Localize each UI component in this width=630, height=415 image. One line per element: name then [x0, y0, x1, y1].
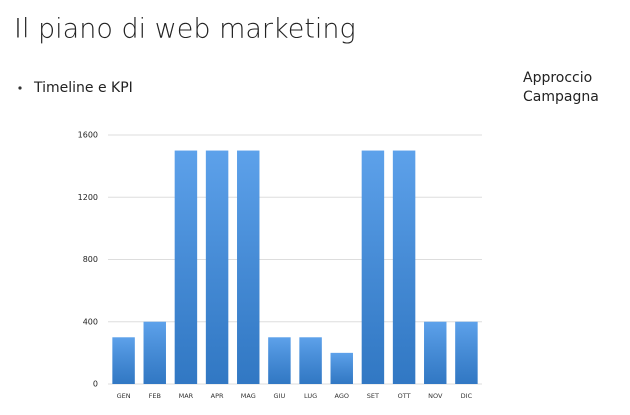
bar-shade	[237, 150, 260, 384]
bar-shade	[392, 150, 416, 384]
x-tick-label: AGO	[335, 392, 350, 400]
x-tick-label: MAG	[241, 392, 256, 400]
y-tick-label: 400	[83, 317, 98, 326]
x-tick-label: FEB	[149, 392, 161, 400]
bar-shade	[205, 150, 229, 384]
bullet-dot	[18, 86, 22, 90]
bar-shade	[424, 321, 447, 384]
y-tick-label: 1600	[78, 131, 98, 140]
bar-shade	[268, 337, 291, 384]
bar-shade	[455, 321, 478, 384]
x-tick-label: LUG	[304, 392, 317, 400]
slide-title: Il piano di web marketing	[14, 14, 356, 45]
bar-shade	[174, 150, 198, 384]
side-text: Approccio	[523, 70, 592, 86]
y-tick-label: 1200	[78, 193, 98, 202]
x-tick-label: GIU	[274, 392, 286, 400]
side-text: Campagna	[523, 89, 599, 105]
x-tick-label: NOV	[428, 392, 443, 400]
bar-shade	[299, 337, 322, 384]
y-tick-label: 0	[93, 380, 98, 389]
x-tick-label: MAR	[179, 392, 194, 400]
y-tick-label: 800	[83, 255, 98, 264]
bullet-text: Timeline e KPI	[33, 80, 133, 96]
chart: 0 400 800 1200 1600 GEN FEB MAR APR MAG GIU LUG AGO S…	[78, 131, 482, 400]
x-tick-label: GEN	[117, 392, 131, 400]
x-tick-label: DIC	[461, 392, 473, 400]
x-tick-label: APR	[211, 392, 224, 400]
bar-shade	[361, 150, 385, 384]
x-tick-label: SET	[367, 392, 379, 400]
bar-shade	[112, 337, 135, 384]
bar-shade	[330, 352, 353, 384]
x-tick-label: OTT	[398, 392, 411, 400]
bar-shade	[143, 321, 166, 384]
